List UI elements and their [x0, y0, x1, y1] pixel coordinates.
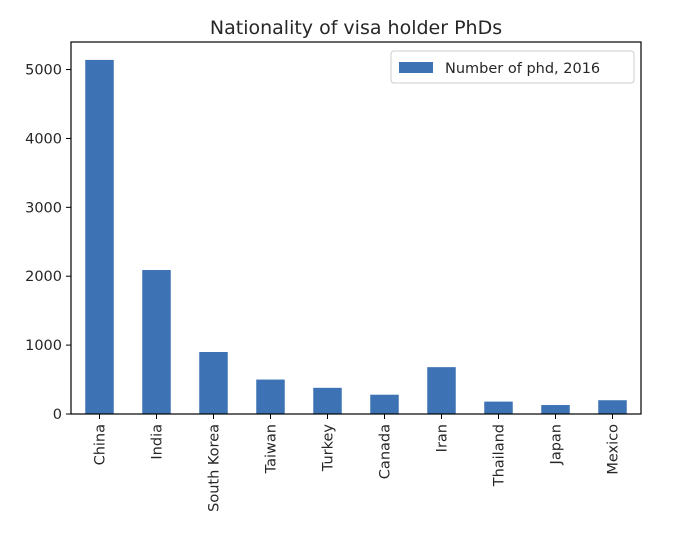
bar-mexico [598, 400, 627, 414]
bar-canada [370, 394, 399, 414]
chart-title: Nationality of visa holder PhDs [210, 17, 502, 39]
y-tick-label: 0 [53, 407, 62, 423]
y-tick-label: 3000 [25, 200, 62, 216]
bar-china [85, 59, 114, 414]
x-axis: China India South Korea Taiwan Turkey Canada I… [93, 414, 622, 512]
x-tick-label: Japan [549, 424, 565, 465]
plot-frame [70, 41, 642, 415]
x-tick-label: India [150, 424, 166, 460]
x-tick-label: Canada [378, 424, 394, 479]
legend-box [390, 50, 635, 84]
bar-thailand [484, 401, 513, 414]
legend: Number of phd, 2016 [390, 50, 635, 84]
bar-india [142, 270, 171, 414]
x-tick-label: Mexico [606, 424, 622, 475]
legend-swatch [399, 62, 433, 73]
bar-iran [427, 367, 456, 414]
bar-south-korea [199, 352, 228, 414]
y-tick-label: 5000 [25, 63, 62, 79]
bar-taiwan [256, 379, 285, 414]
y-axis: 0 1000 2000 3000 4000 5000 [25, 63, 71, 423]
x-tick-label: Taiwan [264, 424, 280, 474]
bars-layer [85, 59, 627, 414]
y-tick-label: 1000 [25, 338, 62, 354]
bar-japan [541, 405, 570, 414]
bar-turkey [313, 387, 342, 414]
x-tick-label: Turkey [321, 424, 337, 473]
x-tick-label: Iran [435, 424, 451, 452]
x-tick-label: China [93, 424, 109, 465]
x-tick-label: Thailand [492, 424, 508, 487]
legend-label: Number of phd, 2016 [445, 61, 600, 77]
x-tick-label: South Korea [207, 424, 223, 512]
y-tick-label: 2000 [25, 269, 62, 285]
y-tick-label: 4000 [25, 131, 62, 147]
